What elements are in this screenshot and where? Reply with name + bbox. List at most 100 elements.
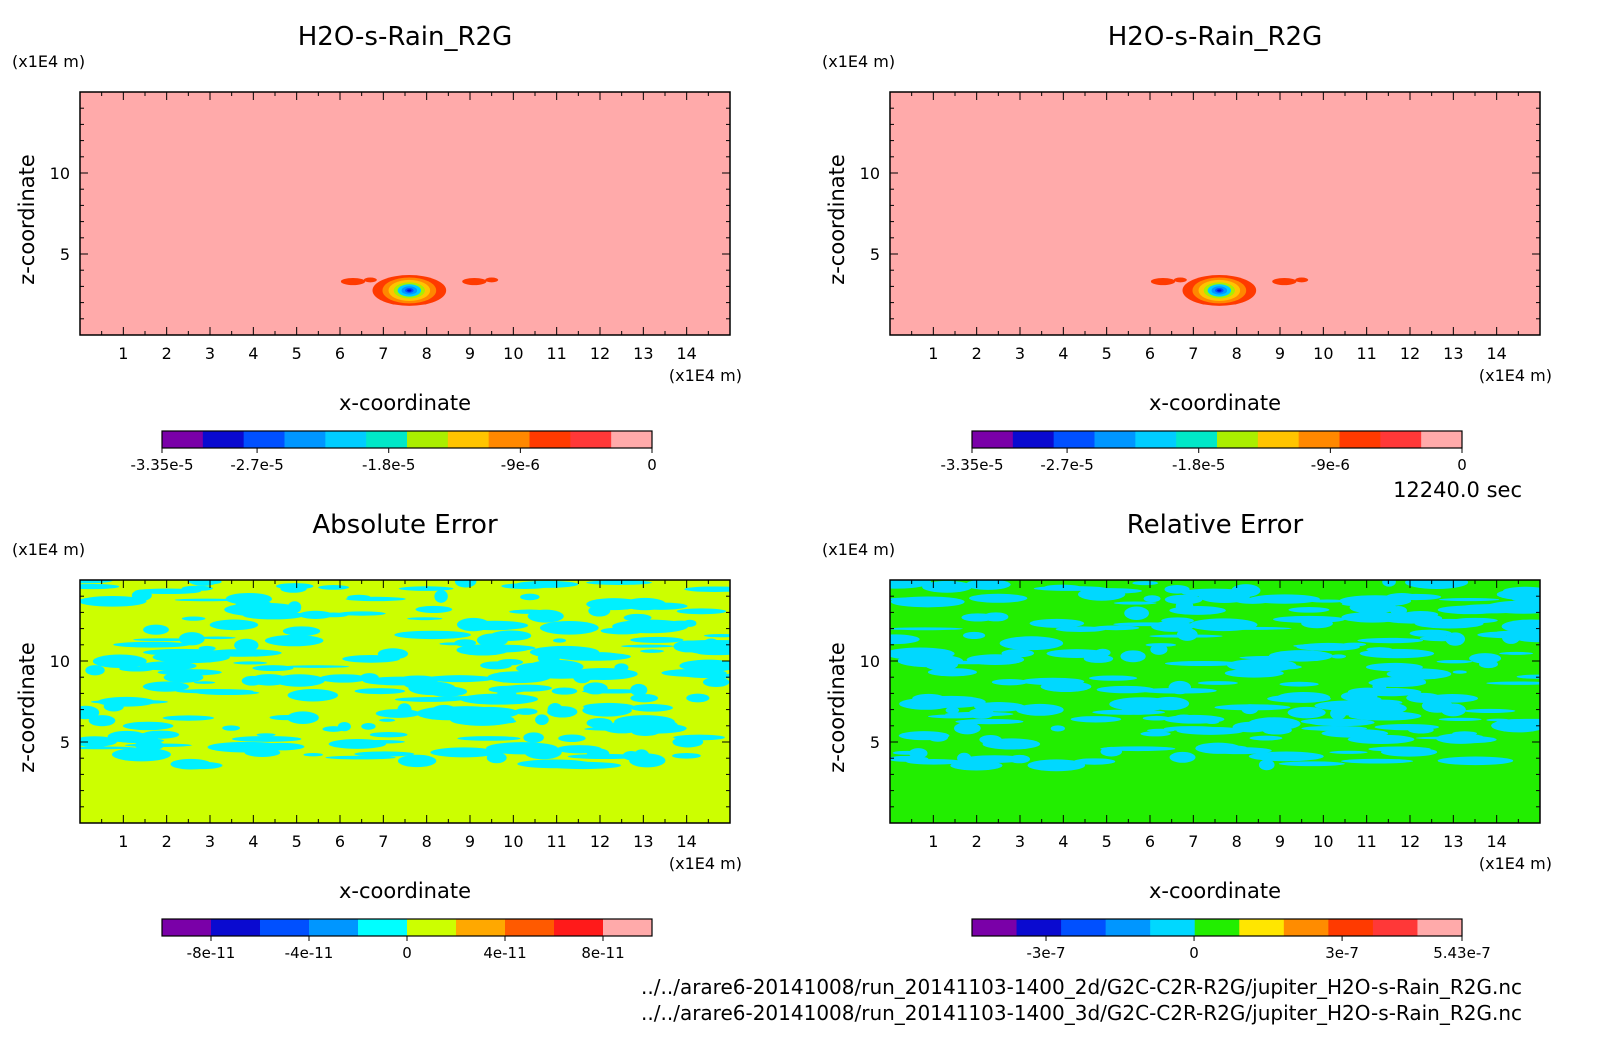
error-patch — [612, 619, 689, 634]
error-patch — [909, 748, 928, 759]
error-patch — [142, 730, 180, 739]
error-patch — [1452, 617, 1498, 624]
x-tick-label: 8 — [1232, 832, 1242, 851]
x-tick-label: 9 — [1275, 832, 1285, 851]
colorbar-tick-label: -4e-11 — [285, 944, 334, 962]
error-patch — [1341, 611, 1404, 623]
error-patch — [520, 593, 540, 601]
colorbar: -8e-11 -4e-11 0 4e-11 8e-11 — [161, 918, 653, 962]
error-patch — [209, 619, 259, 631]
colorbar-swatch — [211, 919, 261, 936]
x-axis-label: x-coordinate — [1149, 879, 1281, 903]
x-tick-label: 7 — [1188, 832, 1198, 851]
error-patch — [634, 602, 688, 610]
error-patch — [143, 624, 169, 635]
error-patch — [1226, 658, 1297, 672]
colorbar-swatch — [284, 431, 326, 448]
error-patch — [679, 659, 730, 672]
error-patch — [1436, 733, 1486, 744]
side-blob-2 — [462, 277, 487, 286]
x-tick-label: 12 — [590, 832, 610, 851]
error-patch — [458, 706, 519, 719]
error-patch — [1143, 595, 1161, 603]
x-tick-label: 1 — [928, 344, 938, 363]
colorbar-swatch — [366, 431, 408, 448]
error-patch — [586, 580, 652, 585]
error-patch — [111, 747, 171, 762]
x-tick-label: 14 — [676, 344, 696, 363]
y-unit-label: (x1E4 m) — [822, 540, 895, 559]
error-patch — [1009, 754, 1031, 764]
error-patch — [556, 745, 602, 754]
error-patch — [547, 702, 563, 716]
error-patch — [1027, 759, 1086, 772]
error-patch — [1368, 678, 1427, 688]
colorbar-swatch — [456, 919, 506, 936]
error-patch — [354, 751, 415, 757]
chart-panel-3: Absolute Error(x1E4 m)1 2 3 4 5 6 7 8 9 10 11 12 13 1… — [12, 510, 742, 962]
y-axis-label: z-coordinate — [825, 154, 849, 285]
x-tick-label: 6 — [1145, 832, 1155, 851]
error-patch — [537, 652, 560, 664]
error-patch — [131, 589, 152, 601]
error-patch — [683, 619, 697, 628]
error-patch — [394, 630, 472, 640]
error-patch — [424, 675, 494, 683]
x-tick-label: 14 — [1486, 344, 1506, 363]
colorbar-swatch — [407, 919, 457, 936]
colorbar-frame — [161, 430, 653, 449]
error-patch — [264, 634, 324, 647]
error-patch — [1438, 717, 1482, 722]
error-patch — [1436, 659, 1473, 664]
error-patch — [551, 687, 578, 695]
error-patch — [170, 758, 211, 770]
y-tick-label: 5 — [60, 733, 70, 752]
error-patch — [916, 695, 986, 709]
x-tick-label: 2 — [162, 832, 172, 851]
error-patch — [1366, 662, 1423, 672]
error-patch — [890, 580, 931, 589]
error-patch — [1359, 648, 1435, 659]
error-patch — [1358, 699, 1403, 706]
x-tick-label: 13 — [633, 832, 653, 851]
error-patch — [1073, 758, 1116, 765]
error-patch — [1288, 607, 1330, 613]
x-tick-label: 4 — [248, 832, 258, 851]
y-unit-label: (x1E4 m) — [12, 52, 85, 71]
y-unit-label: (x1E4 m) — [12, 540, 85, 559]
x-tick-label: 4 — [248, 344, 258, 363]
field-area — [80, 580, 730, 823]
x-tick-label: 12 — [1400, 344, 1420, 363]
chart-title: H2O-s-Rain_R2G — [1108, 22, 1322, 52]
error-patch — [1341, 758, 1414, 764]
error-patch — [1368, 746, 1431, 752]
error-patch — [1147, 728, 1175, 732]
colorbar-swatch — [1194, 919, 1240, 936]
side-blob-small-1 — [1173, 277, 1187, 283]
error-patch — [898, 731, 950, 741]
error-patch — [1249, 735, 1283, 741]
chart-title: Relative Error — [1127, 510, 1304, 540]
y-tick-label: 10 — [860, 164, 880, 183]
error-patch — [92, 654, 147, 669]
error-patch — [1109, 697, 1174, 711]
error-patch — [630, 636, 684, 644]
error-patch — [1419, 635, 1464, 642]
field-area — [890, 92, 1540, 335]
x-tick-label: 9 — [465, 832, 475, 851]
error-patch — [974, 702, 1020, 711]
colorbar-swatch — [1298, 431, 1340, 448]
error-patch — [1301, 725, 1368, 731]
colorbar-swatch — [1176, 431, 1218, 448]
colorbar-tick-label: -8e-11 — [187, 944, 236, 962]
error-patch — [890, 634, 920, 645]
error-patch — [1180, 588, 1247, 597]
x-tick-label: 3 — [205, 344, 215, 363]
x-tick-label: 5 — [292, 344, 302, 363]
error-patch — [490, 630, 532, 641]
error-patch — [288, 601, 302, 613]
x-axis-label: x-coordinate — [339, 391, 471, 415]
x-tick-label: 3 — [205, 832, 215, 851]
error-patch — [80, 580, 113, 584]
chart-title: Absolute Error — [312, 510, 498, 540]
